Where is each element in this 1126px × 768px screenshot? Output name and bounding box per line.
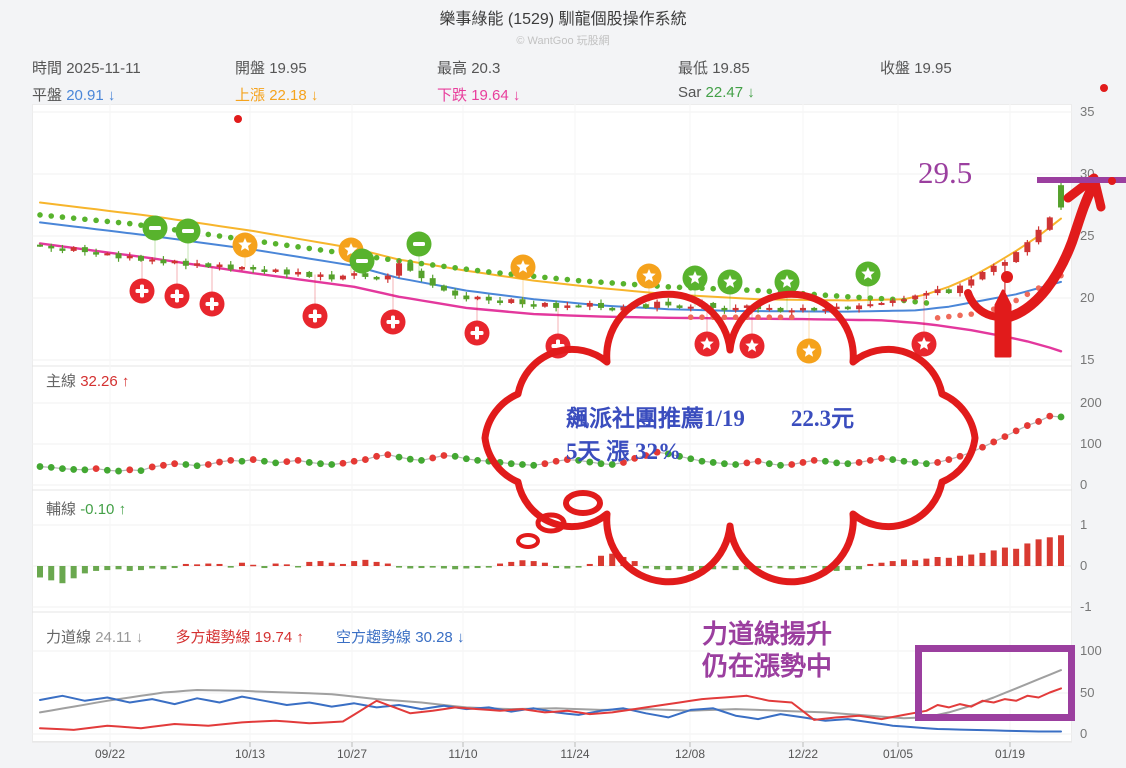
up-arrow-icon: ↑ — [121, 373, 130, 390]
svg-text:11/10: 11/10 — [448, 747, 477, 761]
watermark: © WantGoo 玩股網 — [516, 35, 610, 47]
page-title: 樂事綠能 (1529) 馴龍個股操作系統 — [439, 11, 687, 28]
stat-rise: 上漲 22.18 ↓ — [235, 87, 319, 104]
svg-text:01/19: 01/19 — [995, 747, 1025, 761]
bear-trend-value: 空方趨勢線 30.28 ↓ — [336, 629, 465, 646]
svg-text:35: 35 — [1080, 104, 1094, 119]
power-line-label: 力道線 24.11 ↓ 多方趨勢線 19.74 ↑ 空方趨勢線 30.28 ↓ — [46, 626, 464, 647]
down-arrow-icon: ↓ — [135, 629, 144, 646]
price-target-annotation: 29.5 — [918, 155, 973, 190]
plot-background — [32, 104, 1072, 742]
svg-text:50: 50 — [1080, 685, 1094, 700]
svg-text:200: 200 — [1080, 395, 1102, 410]
up-arrow-icon: ↑ — [296, 629, 304, 646]
svg-text:0: 0 — [1080, 477, 1087, 492]
power-value: 力道線 24.11 ↓ — [46, 629, 144, 646]
svg-text:12/22: 12/22 — [788, 747, 818, 761]
down-arrow-icon: ↓ — [512, 87, 521, 104]
svg-text:10/27: 10/27 — [337, 747, 367, 761]
svg-text:0: 0 — [1080, 726, 1087, 741]
cloud-annotation-line2: 5天 漲 32% — [566, 439, 681, 464]
cloud-annotation-line1: 飆派社團推薦1/19 22.3元 — [566, 406, 855, 431]
down-arrow-icon: ↓ — [747, 84, 755, 101]
svg-text:0: 0 — [1080, 558, 1087, 573]
svg-text:25: 25 — [1080, 228, 1094, 243]
stat-high: 最高 20.3 — [437, 60, 501, 77]
svg-text:1: 1 — [1080, 517, 1087, 532]
svg-text:11/24: 11/24 — [560, 747, 589, 761]
svg-text:01/05: 01/05 — [883, 747, 913, 761]
power-note-line2: 仍在漲勢中 — [702, 652, 833, 681]
stat-flat: 平盤 20.91 ↓ — [32, 87, 116, 104]
highlight-rectangle — [915, 645, 1075, 721]
stat-sar: Sar 22.47 ↓ — [678, 84, 755, 101]
stat-open: 開盤 19.95 — [235, 60, 307, 77]
stat-time: 時間 2025-11-11 — [32, 60, 141, 77]
up-arrow-icon: ↑ — [118, 501, 127, 518]
stat-fall: 下跌 19.64 ↓ — [437, 87, 521, 104]
svg-text:12/08: 12/08 — [675, 747, 705, 761]
svg-text:-1: -1 — [1080, 599, 1092, 614]
svg-text:100: 100 — [1080, 643, 1102, 658]
svg-text:20: 20 — [1080, 290, 1094, 305]
svg-text:09/22: 09/22 — [95, 747, 125, 761]
svg-text:100: 100 — [1080, 436, 1102, 451]
aux-line-label: 輔線 -0.10 ↑ — [46, 501, 127, 518]
svg-text:15: 15 — [1080, 352, 1094, 367]
stat-close: 收盤 19.95 — [880, 60, 952, 77]
bull-trend-value: 多方趨勢線 19.74 ↑ — [175, 629, 304, 646]
down-arrow-icon: ↓ — [456, 629, 465, 646]
down-arrow-icon: ↓ — [107, 87, 116, 104]
main-line-label: 主線 32.26 ↑ — [46, 373, 130, 390]
power-note-line1: 力道線揚升 — [702, 620, 833, 649]
stat-low: 最低 19.85 — [678, 60, 750, 77]
svg-text:10/13: 10/13 — [235, 747, 265, 761]
down-arrow-icon: ↓ — [310, 87, 319, 104]
